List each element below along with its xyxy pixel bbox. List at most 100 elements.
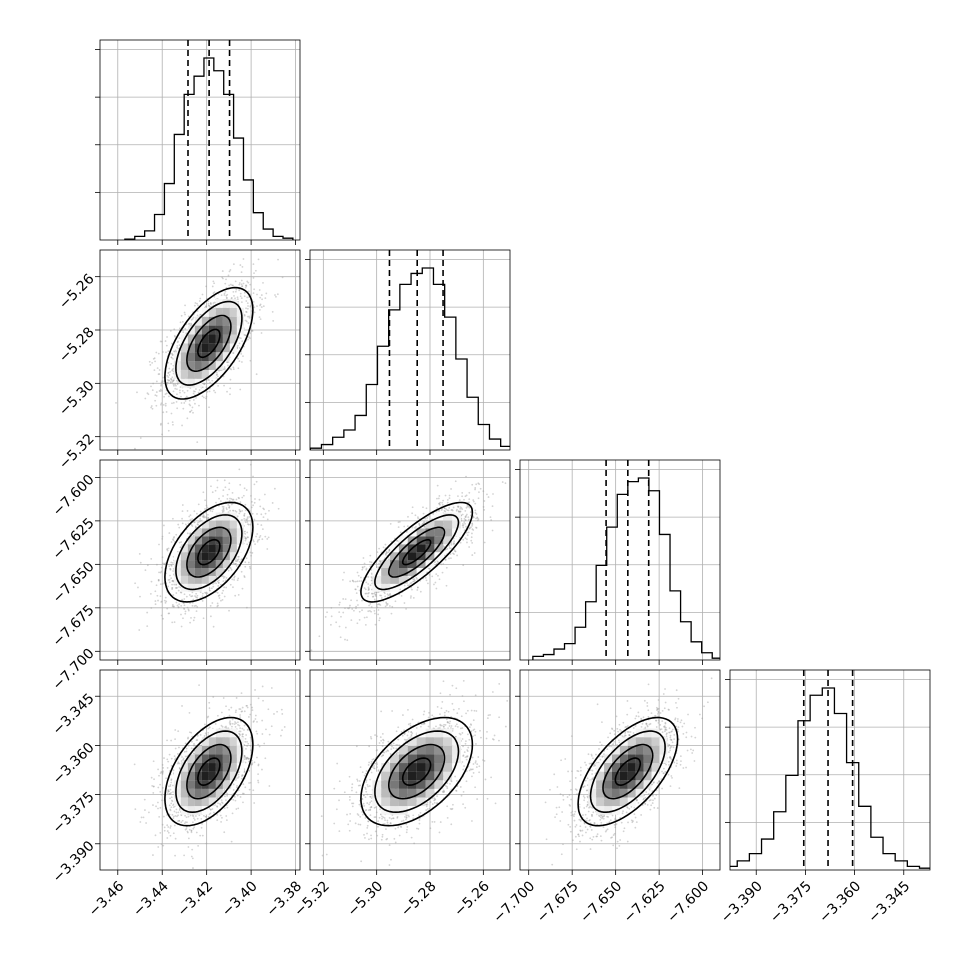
sample-point xyxy=(202,491,205,494)
sample-point xyxy=(211,285,214,288)
density-cell xyxy=(187,378,195,388)
sample-point xyxy=(168,379,170,382)
sample-point xyxy=(172,423,174,426)
sample-point xyxy=(176,341,179,344)
sample-point xyxy=(385,550,388,553)
sample-point xyxy=(453,542,456,545)
sample-point xyxy=(222,508,225,511)
sample-point xyxy=(165,600,168,603)
sample-point xyxy=(171,605,174,608)
sample-point xyxy=(346,639,349,642)
sample-point xyxy=(206,506,209,509)
density-cell xyxy=(180,568,188,576)
sample-point xyxy=(243,314,246,317)
sample-point xyxy=(232,284,234,287)
sample-point xyxy=(244,565,247,568)
sample-point xyxy=(222,495,224,497)
sample-point xyxy=(187,608,190,611)
sample-point xyxy=(416,578,418,580)
density-cell xyxy=(215,316,223,326)
sample-point xyxy=(222,577,225,579)
sample-point xyxy=(213,389,215,392)
sample-point xyxy=(244,503,247,506)
sample-point xyxy=(450,543,453,546)
sample-point xyxy=(226,361,229,364)
sample-point xyxy=(224,486,227,489)
sample-point xyxy=(227,569,230,572)
sample-point xyxy=(226,493,229,496)
density-cell xyxy=(201,568,209,576)
sample-point xyxy=(400,594,403,597)
sample-point xyxy=(355,607,357,610)
sample-point xyxy=(226,390,228,393)
sample-point xyxy=(454,480,457,483)
sample-point xyxy=(171,354,174,357)
density-cell xyxy=(187,536,195,545)
sample-point xyxy=(212,508,215,511)
sample-point xyxy=(443,554,446,557)
sample-point xyxy=(463,517,466,520)
sample-point xyxy=(228,505,231,508)
sample-point xyxy=(268,509,270,512)
sample-point xyxy=(424,517,427,520)
sample-point xyxy=(397,521,400,524)
sample-point xyxy=(475,513,478,515)
sample-point xyxy=(222,507,225,510)
sample-point xyxy=(250,506,253,509)
sample-point xyxy=(423,525,426,528)
sample-point xyxy=(180,402,183,404)
sample-point xyxy=(266,538,269,540)
sample-point xyxy=(168,612,171,615)
sample-point xyxy=(388,605,391,607)
density-cell xyxy=(215,568,223,576)
sample-point xyxy=(213,295,216,298)
sample-point xyxy=(214,489,217,492)
sample-point xyxy=(181,329,184,332)
sample-point xyxy=(169,381,172,384)
sample-point xyxy=(466,505,469,508)
sample-point xyxy=(176,346,179,349)
sample-point xyxy=(261,528,264,531)
sample-point xyxy=(199,520,202,522)
sample-point xyxy=(367,610,370,613)
sample-point xyxy=(183,593,186,596)
sample-point xyxy=(265,292,268,295)
sample-point xyxy=(453,540,456,543)
sample-point xyxy=(225,278,227,281)
sample-point xyxy=(205,518,208,521)
sample-point xyxy=(253,501,256,504)
sample-point xyxy=(376,603,379,606)
sample-point xyxy=(179,546,182,549)
sample-point xyxy=(249,567,252,570)
sample-point xyxy=(139,437,142,439)
sample-point xyxy=(157,599,159,602)
sample-point xyxy=(232,562,235,565)
sample-point xyxy=(244,561,247,564)
sample-point xyxy=(351,608,354,610)
sample-point xyxy=(330,607,333,609)
sample-point xyxy=(412,578,415,581)
panel-2-1 xyxy=(310,460,510,660)
sample-point xyxy=(472,500,475,503)
sample-point xyxy=(134,447,136,450)
sample-point xyxy=(367,583,370,585)
sample-point xyxy=(446,509,449,512)
sample-point xyxy=(196,310,199,312)
sample-point xyxy=(158,369,161,371)
sample-point xyxy=(155,404,158,407)
sample-point xyxy=(196,523,199,526)
sample-point xyxy=(236,579,239,582)
sample-point xyxy=(452,542,455,545)
sample-point xyxy=(445,566,448,569)
sample-point xyxy=(229,283,232,286)
sample-point xyxy=(467,516,470,519)
sample-point xyxy=(190,616,192,619)
sample-point xyxy=(466,541,468,544)
sample-point xyxy=(448,544,451,547)
sample-point xyxy=(190,409,193,412)
sample-point xyxy=(232,509,235,512)
sample-point xyxy=(436,484,439,487)
sample-point xyxy=(349,604,351,607)
density-cell xyxy=(229,544,237,553)
sample-point xyxy=(367,587,370,590)
